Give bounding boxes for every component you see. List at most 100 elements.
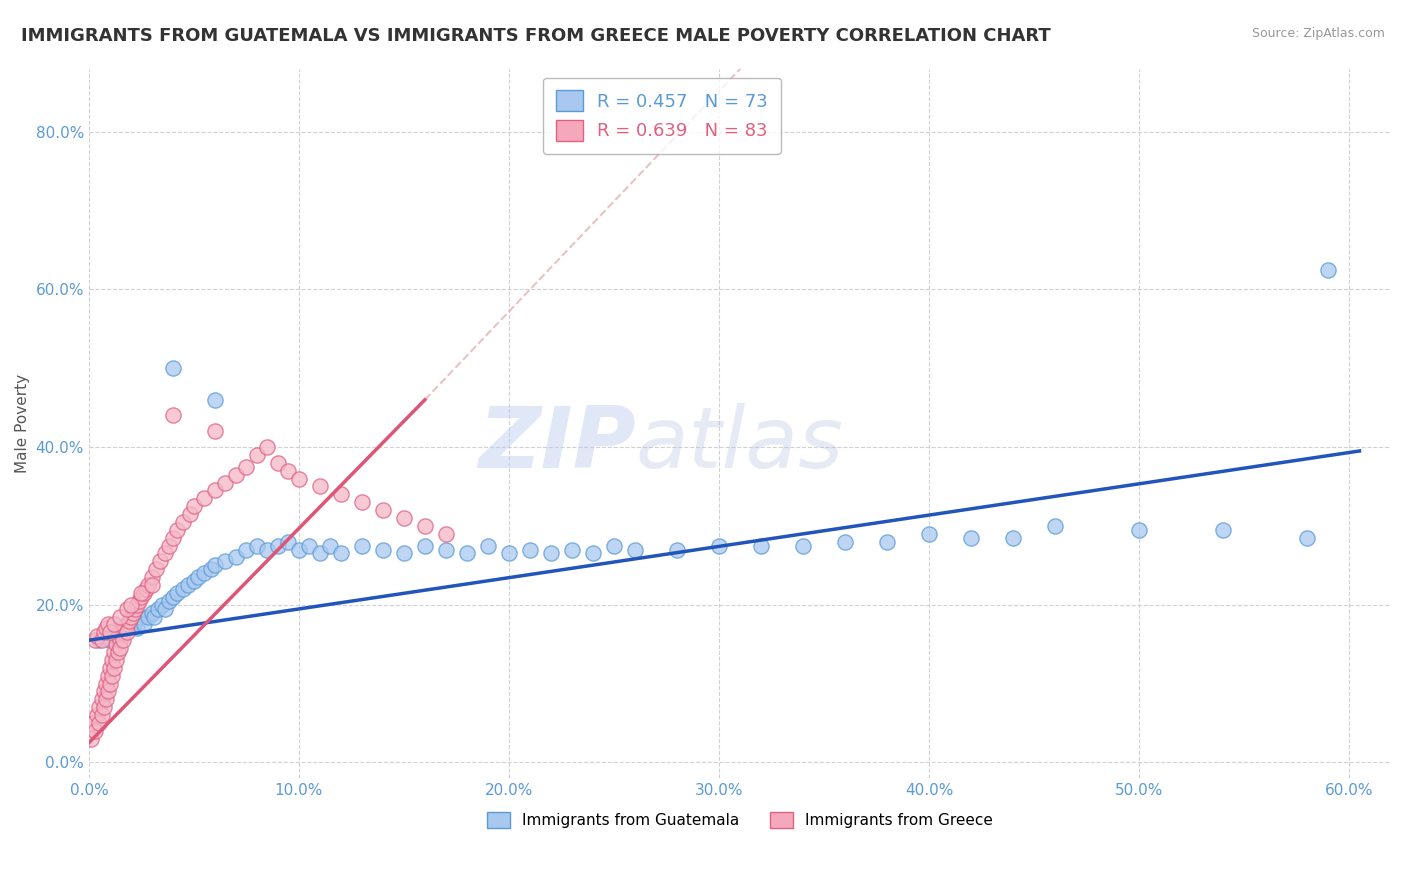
Point xyxy=(540,546,562,560)
Point xyxy=(1043,519,1066,533)
Point xyxy=(89,716,111,731)
Point xyxy=(136,609,159,624)
Point xyxy=(94,629,117,643)
Point xyxy=(166,523,188,537)
Point xyxy=(148,601,170,615)
Point xyxy=(561,542,583,557)
Point xyxy=(204,483,226,498)
Point xyxy=(434,542,457,557)
Point xyxy=(107,645,129,659)
Point xyxy=(86,629,108,643)
Point xyxy=(749,539,772,553)
Point xyxy=(477,539,499,553)
Point xyxy=(128,594,150,608)
Point xyxy=(143,609,166,624)
Point xyxy=(132,617,155,632)
Point xyxy=(127,621,149,635)
Point xyxy=(193,566,215,581)
Point xyxy=(115,617,138,632)
Point xyxy=(172,515,194,529)
Point xyxy=(110,641,132,656)
Point xyxy=(90,633,112,648)
Text: atlas: atlas xyxy=(636,403,844,486)
Point xyxy=(603,539,626,553)
Point xyxy=(834,534,856,549)
Point xyxy=(172,582,194,596)
Point xyxy=(214,475,236,490)
Point xyxy=(120,609,142,624)
Point xyxy=(97,669,120,683)
Point xyxy=(132,586,155,600)
Point xyxy=(122,617,145,632)
Point xyxy=(105,637,128,651)
Point xyxy=(141,578,163,592)
Point xyxy=(225,550,247,565)
Point xyxy=(103,661,125,675)
Point xyxy=(103,617,125,632)
Point xyxy=(246,539,269,553)
Point xyxy=(115,621,138,635)
Point xyxy=(89,700,111,714)
Legend: Immigrants from Guatemala, Immigrants from Greece: Immigrants from Guatemala, Immigrants fr… xyxy=(481,805,1000,834)
Point xyxy=(371,542,394,557)
Point xyxy=(157,539,180,553)
Point xyxy=(176,578,198,592)
Point xyxy=(98,625,121,640)
Point xyxy=(111,633,134,648)
Point xyxy=(98,676,121,690)
Point xyxy=(93,684,115,698)
Point xyxy=(120,614,142,628)
Point xyxy=(277,464,299,478)
Point xyxy=(101,669,124,683)
Point xyxy=(309,479,332,493)
Point xyxy=(1212,523,1234,537)
Point xyxy=(519,542,541,557)
Y-axis label: Male Poverty: Male Poverty xyxy=(15,374,30,473)
Point xyxy=(153,601,176,615)
Point xyxy=(204,424,226,438)
Point xyxy=(267,456,290,470)
Point xyxy=(456,546,478,560)
Point xyxy=(256,440,278,454)
Point xyxy=(84,633,107,648)
Point xyxy=(93,625,115,640)
Point xyxy=(94,676,117,690)
Point xyxy=(107,629,129,643)
Point xyxy=(246,448,269,462)
Point xyxy=(80,731,103,746)
Point xyxy=(960,531,983,545)
Point xyxy=(162,531,184,545)
Point xyxy=(118,617,141,632)
Point xyxy=(141,606,163,620)
Point xyxy=(94,692,117,706)
Point xyxy=(267,539,290,553)
Point xyxy=(214,554,236,568)
Point xyxy=(111,625,134,640)
Point xyxy=(434,526,457,541)
Point xyxy=(204,392,226,407)
Point xyxy=(792,539,814,553)
Point xyxy=(256,542,278,557)
Point xyxy=(93,700,115,714)
Point xyxy=(277,534,299,549)
Point xyxy=(86,708,108,723)
Point xyxy=(166,586,188,600)
Text: Source: ZipAtlas.com: Source: ZipAtlas.com xyxy=(1251,27,1385,40)
Point xyxy=(101,653,124,667)
Point xyxy=(145,562,167,576)
Point xyxy=(1296,531,1319,545)
Point xyxy=(153,546,176,560)
Point xyxy=(288,542,311,557)
Point xyxy=(225,467,247,482)
Point xyxy=(98,633,121,648)
Point xyxy=(105,625,128,640)
Point xyxy=(103,645,125,659)
Point xyxy=(94,621,117,635)
Point xyxy=(187,570,209,584)
Point xyxy=(97,617,120,632)
Point xyxy=(89,633,111,648)
Point xyxy=(876,534,898,549)
Point xyxy=(200,562,222,576)
Point xyxy=(329,487,352,501)
Point xyxy=(98,661,121,675)
